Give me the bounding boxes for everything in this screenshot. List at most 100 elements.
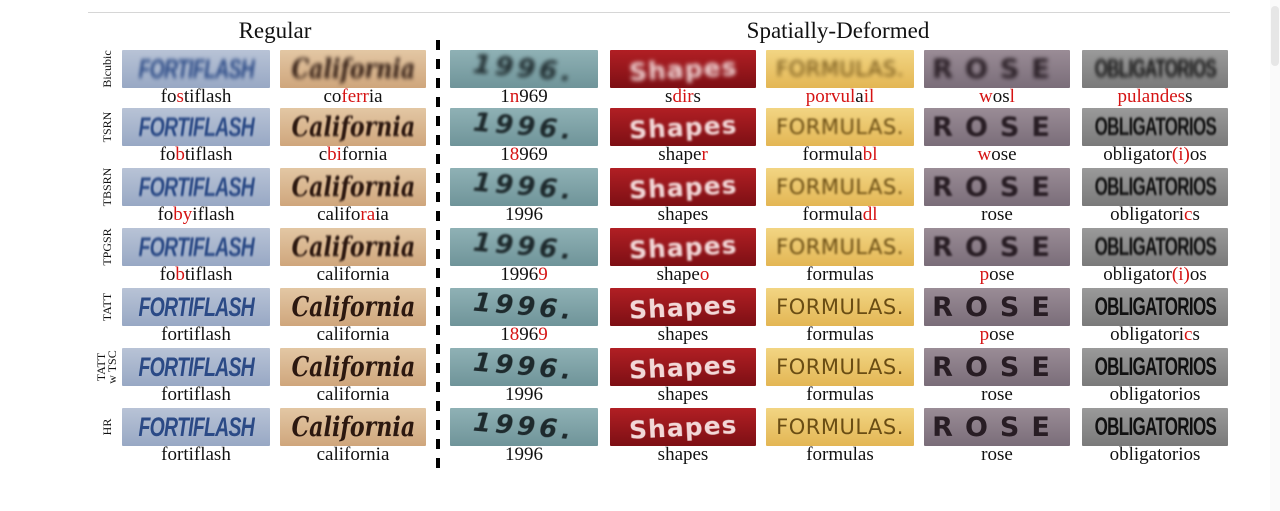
recognition-caption: fortiflash (161, 324, 231, 345)
caption-error-chars: c (1184, 324, 1193, 345)
text-crop-image: OBLIGATORIOS (1082, 348, 1228, 386)
crop-word: ROSE (932, 231, 1062, 263)
crop-word: FORMULAS. (776, 415, 904, 439)
crop-word: FORTIFLASH (138, 351, 254, 382)
crop-word: OBLIGATORIOS (1094, 112, 1216, 141)
row-label-text: TPGSR (100, 228, 114, 266)
crop-word: OBLIGATORIOS (1094, 172, 1216, 201)
recognition-caption: formuladl (802, 204, 878, 225)
recognition-caption: fostiflash (160, 86, 232, 107)
crop-word: California (291, 291, 415, 323)
header-regular: Regular (238, 18, 312, 43)
crop-word: FORMULAS. (776, 355, 904, 379)
recognition-caption: fortiflash (161, 444, 231, 465)
text-crop-image: 1996. (450, 228, 598, 266)
text-crop-image: FORMULAS. (766, 348, 914, 386)
text-crop-image: 1996. (450, 50, 598, 88)
caption-error-chars: bi (327, 144, 342, 165)
caption-error-chars: b (175, 144, 185, 165)
crop-word: OBLIGATORIOS (1094, 232, 1216, 261)
text-crop-image: FORMULAS. (766, 408, 914, 446)
crop-word: FORTIFLASH (138, 53, 254, 84)
text-crop-image: OBLIGATORIOS (1082, 168, 1228, 206)
caption-error-chars: p (979, 264, 990, 285)
top-rule (88, 12, 1230, 13)
row-label-5: TATT w TSC (94, 348, 119, 386)
recognition-caption: rose (981, 204, 1013, 225)
crop-word: OBLIGATORIOS (1094, 292, 1216, 321)
recognition-caption: formulabl (802, 144, 878, 165)
crop-word: Shapes (628, 289, 738, 325)
crop-word: California (291, 53, 415, 85)
caption-error-chars: porvul (805, 86, 856, 107)
crop-word: ROSE (932, 411, 1062, 443)
crop-word: California (291, 411, 415, 443)
recognition-caption: pose (979, 264, 1015, 285)
text-crop-image: Shapes (610, 228, 756, 266)
crop-word: OBLIGATORIOS (1094, 412, 1216, 441)
recognition-caption: porvulail (805, 86, 875, 107)
text-crop-image: FORTIFLASH (122, 348, 270, 386)
text-crop-image: California (280, 168, 426, 206)
crop-word: California (291, 231, 415, 263)
recognition-caption: 1n969 (500, 86, 548, 107)
recognition-caption: shapes (657, 324, 709, 345)
caption-error-chars: (i) (1171, 144, 1190, 165)
caption-error-chars: 9 (538, 324, 548, 345)
recognition-caption: califoraia (317, 204, 389, 225)
recognition-caption: 1996 (505, 444, 543, 465)
recognition-caption: obligatorics (1110, 204, 1200, 225)
dashed-divider (436, 40, 440, 470)
recognition-caption: 1996 (505, 384, 543, 405)
caption-error-chars: s (176, 86, 184, 107)
crop-word: Shapes (628, 229, 738, 265)
scrollbar-thumb[interactable] (1271, 6, 1279, 66)
recognition-caption: shapeo (656, 264, 710, 285)
recognition-caption: california (316, 444, 390, 465)
crop-word: ROSE (932, 111, 1062, 143)
recognition-caption: shapes (657, 204, 709, 225)
crop-word: FORMULAS. (776, 115, 904, 139)
recognition-caption: shapes (657, 384, 709, 405)
text-crop-image: OBLIGATORIOS (1082, 108, 1228, 146)
text-crop-image: OBLIGATORIOS (1082, 408, 1228, 446)
crop-word: ROSE (932, 291, 1062, 323)
caption-error-chars: b (175, 264, 185, 285)
row-label-6: HR (96, 408, 118, 446)
row-label-2: TBSRN (96, 168, 118, 207)
row-label-4: TATT (96, 288, 118, 326)
recognition-caption: cbifornia (318, 144, 388, 165)
recognition-caption: wose (977, 144, 1017, 165)
text-crop-image: ROSE (924, 408, 1070, 446)
text-crop-image: FORMULAS. (766, 50, 914, 88)
caption-error-chars: n (509, 86, 520, 107)
row-label-1: TSRN (96, 108, 118, 146)
caption-error-chars: pulandes (1117, 86, 1186, 107)
text-crop-image: ROSE (924, 168, 1070, 206)
crop-word: 1996. (471, 50, 577, 88)
crop-word: Shapes (628, 109, 738, 145)
recognition-caption: california (316, 384, 390, 405)
recognition-caption: obligator(i)os (1103, 144, 1207, 165)
row-label-0: Bicubic (96, 50, 118, 88)
text-crop-image: 1996. (450, 168, 598, 206)
crop-word: 1996. (471, 288, 577, 326)
recognition-caption: fobtiflash (159, 264, 233, 285)
text-crop-image: California (280, 50, 426, 88)
crop-word: FORTIFLASH (138, 411, 254, 442)
text-crop-image: FORMULAS. (766, 108, 914, 146)
crop-word: 1996. (471, 228, 577, 266)
crop-word: 1996. (471, 408, 577, 446)
scrollbar[interactable] (1270, 0, 1280, 511)
text-crop-image: California (280, 348, 426, 386)
recognition-caption: formulas (806, 264, 874, 285)
text-crop-image: ROSE (924, 348, 1070, 386)
text-crop-image: ROSE (924, 228, 1070, 266)
text-crop-image: FORMULAS. (766, 288, 914, 326)
recognition-caption: wosl (979, 86, 1015, 107)
crop-word: FORTIFLASH (138, 171, 254, 202)
caption-error-chars: l (1009, 86, 1015, 107)
caption-error-chars: bl (862, 144, 878, 165)
recognition-caption: fortiflash (161, 384, 231, 405)
text-crop-image: FORTIFLASH (122, 168, 270, 206)
